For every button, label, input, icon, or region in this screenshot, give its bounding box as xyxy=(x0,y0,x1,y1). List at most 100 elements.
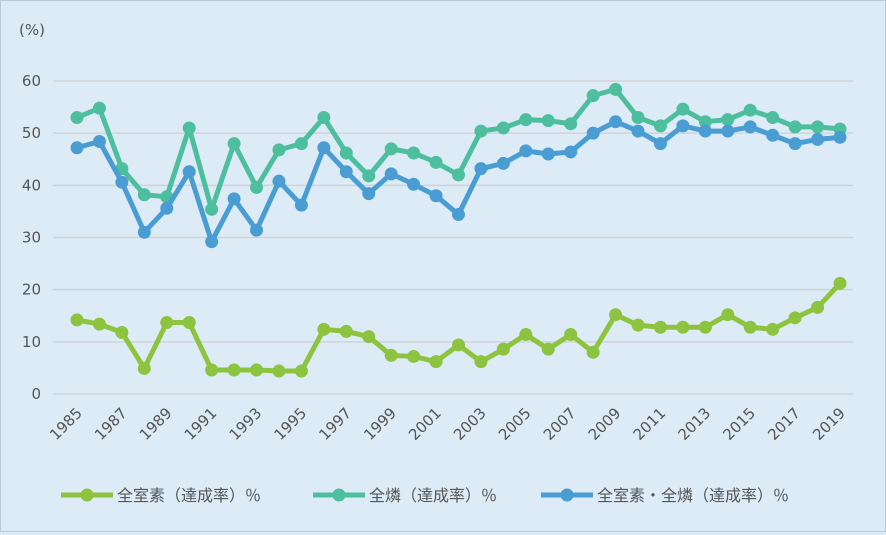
data-point xyxy=(452,208,465,222)
data-point xyxy=(115,175,129,189)
data-point xyxy=(474,162,488,176)
data-point xyxy=(631,124,645,138)
data-point xyxy=(407,146,421,160)
x-tick-label: 1995 xyxy=(271,404,311,444)
y-tick-label: 10 xyxy=(22,333,41,351)
data-point xyxy=(676,102,690,116)
data-point xyxy=(586,126,600,140)
data-point xyxy=(609,115,623,129)
data-point xyxy=(564,145,578,159)
x-tick-label: 2015 xyxy=(719,404,759,444)
data-point xyxy=(339,324,353,338)
x-tick-label: 2007 xyxy=(540,404,580,444)
data-point xyxy=(743,320,757,334)
data-point xyxy=(609,308,623,322)
legend-marker xyxy=(560,488,574,502)
data-point xyxy=(250,363,264,377)
x-tick-label: 1993 xyxy=(226,404,266,444)
x-tick-label: 2001 xyxy=(405,404,445,444)
data-point xyxy=(182,316,196,330)
data-point xyxy=(586,345,600,359)
x-tick-label: 1985 xyxy=(46,404,86,444)
data-point xyxy=(250,223,264,237)
data-point xyxy=(721,124,735,138)
data-point xyxy=(407,349,421,363)
data-point xyxy=(631,111,645,125)
data-point xyxy=(137,188,151,202)
x-tick-label: 1991 xyxy=(181,404,221,444)
legend-label: 全室素（達成率）％ xyxy=(117,486,261,505)
data-point xyxy=(429,155,443,169)
data-point xyxy=(676,320,690,334)
y-tick-label: 0 xyxy=(31,385,41,403)
data-point xyxy=(137,225,151,239)
data-point xyxy=(205,202,219,216)
data-point xyxy=(227,137,241,151)
x-tick-label: 2013 xyxy=(674,404,714,444)
data-point xyxy=(811,300,825,314)
data-point xyxy=(519,113,533,127)
data-point xyxy=(407,177,421,191)
x-tick-label: 2005 xyxy=(495,404,535,444)
legend-marker xyxy=(80,488,94,502)
data-point xyxy=(70,141,84,155)
data-point xyxy=(294,198,308,212)
x-tick-label: 2019 xyxy=(809,404,849,444)
x-tick-label: 2017 xyxy=(764,404,804,444)
data-point xyxy=(92,135,106,149)
data-point xyxy=(496,121,510,135)
data-point xyxy=(609,82,623,96)
data-point xyxy=(294,137,308,151)
x-tick-label: 2003 xyxy=(450,404,490,444)
y-tick-label: 30 xyxy=(22,229,41,247)
legend-item: 全室素・全燐（達成率）％ xyxy=(541,486,789,505)
data-point xyxy=(317,141,331,155)
data-point xyxy=(182,121,196,135)
data-point xyxy=(766,322,780,336)
data-point xyxy=(833,130,847,144)
data-point xyxy=(474,355,488,369)
data-point xyxy=(227,192,241,206)
data-point xyxy=(182,165,196,179)
y-tick-label: 60 xyxy=(22,72,41,90)
data-point xyxy=(496,342,510,356)
data-point xyxy=(743,120,757,134)
legend-item: 全室素（達成率）％ xyxy=(61,486,261,505)
data-point xyxy=(317,322,331,336)
data-point xyxy=(339,165,353,179)
legend-item: 全燐（達成率）％ xyxy=(313,486,497,505)
data-point xyxy=(766,128,780,142)
data-point xyxy=(653,119,667,133)
data-point xyxy=(250,180,264,194)
data-point xyxy=(70,111,84,125)
data-point xyxy=(362,169,376,183)
legend-label: 全室素・全燐（達成率）％ xyxy=(597,486,789,505)
x-tick-label: 1997 xyxy=(315,404,355,444)
data-point xyxy=(384,167,398,181)
data-point xyxy=(676,119,690,133)
y-tick-label: 40 xyxy=(22,176,41,194)
data-point xyxy=(317,111,331,125)
y-axis-label: (%) xyxy=(19,21,45,39)
y-tick-label: 20 xyxy=(22,281,41,299)
x-tick-label: 1999 xyxy=(360,404,400,444)
legend-marker xyxy=(332,488,346,502)
data-point xyxy=(721,308,735,322)
data-point xyxy=(115,325,129,339)
data-point xyxy=(160,201,174,215)
data-point xyxy=(541,114,555,128)
data-point xyxy=(788,137,802,151)
data-point xyxy=(564,328,578,342)
data-point xyxy=(429,189,443,203)
data-point xyxy=(811,120,825,134)
data-point xyxy=(631,318,645,332)
data-point xyxy=(541,342,555,356)
data-point xyxy=(474,124,488,138)
y-tick-label: 50 xyxy=(22,124,41,142)
data-point xyxy=(339,146,353,160)
data-point xyxy=(362,330,376,344)
data-point xyxy=(362,187,376,201)
data-point xyxy=(384,348,398,362)
data-point xyxy=(811,132,825,146)
